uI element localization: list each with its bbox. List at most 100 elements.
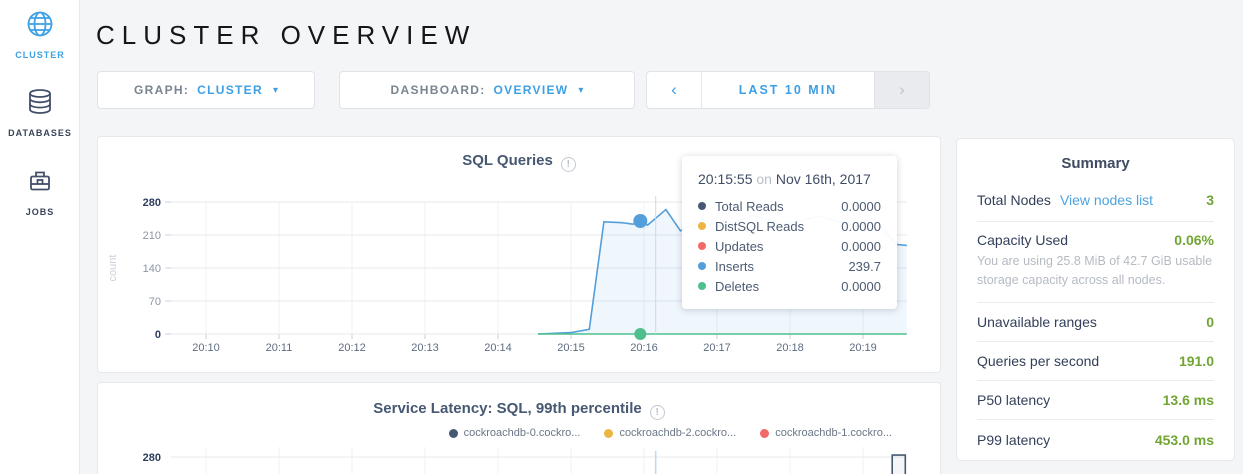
series-value: 0.0000 [841,278,881,294]
svg-text:280: 280 [143,452,161,464]
summary-label: Total Nodes [977,191,1051,208]
series-dot [698,282,706,290]
summary-row-capacity: Capacity Used 0.06% You are using 25.8 M… [977,222,1214,303]
dashboard-dropdown[interactable]: DASHBOARD: OVERVIEW ▾ [339,71,635,109]
tooltip-row: Inserts 239.7 [698,256,881,276]
sidebar-item-jobs[interactable]: JOBS [0,165,80,217]
tooltip-row: Total Reads 0.0000 [698,196,881,216]
chevron-left-icon: ‹ [671,80,677,99]
info-icon[interactable]: ! [560,157,576,172]
svg-text:20:15: 20:15 [557,342,585,354]
sidebar-item-label: JOBS [25,207,55,217]
series-dot [698,262,706,270]
svg-text:20:16: 20:16 [630,342,658,354]
service-latency-chart[interactable]: 280 [98,383,940,474]
summary-row-unavailable-ranges: Unavailable ranges 0 [977,303,1214,342]
svg-text:count: count [107,255,119,282]
summary-row-qps: Queries per second 191.0 [977,342,1214,381]
svg-text:20:13: 20:13 [411,342,439,354]
sidebar: CLUSTER DATABASES JOBS [0,0,80,474]
dashboard-dropdown-label: DASHBOARD: [390,83,486,97]
series-label: DistSQL Reads [715,218,805,234]
summary-value: 0.06% [1174,232,1214,248]
series-dot [698,222,706,230]
time-window-label[interactable]: LAST 10 MIN [738,83,838,97]
summary-label: Unavailable ranges [977,314,1097,330]
series-dot [698,242,706,250]
summary-value: 13.6 ms [1162,392,1214,408]
series-label: Total Reads [715,198,784,214]
chart-title: Service Latency: SQL, 99th percentile [373,400,642,417]
graph-dropdown-label: GRAPH: [134,83,190,97]
tooltip-row: Updates 0.0000 [698,236,881,256]
sidebar-item-label: CLUSTER [15,50,65,60]
tooltip-row: Deletes 0.0000 [698,276,881,296]
svg-text:20:11: 20:11 [266,342,293,354]
chart-hover-tooltip: 20:15:55 on Nov 16th, 2017 Total Reads 0… [682,156,897,309]
series-dot [698,202,706,210]
legend-item[interactable]: cockroachdb-2.cockro... [604,427,736,439]
chevron-down-icon: ▾ [578,84,584,96]
series-value: 0.0000 [841,238,881,254]
graph-dropdown[interactable]: GRAPH: CLUSTER ▾ [97,71,315,109]
svg-text:140: 140 [143,263,161,275]
graph-dropdown-value: CLUSTER [197,83,263,97]
summary-label: Capacity Used [977,232,1069,248]
svg-text:280: 280 [143,197,161,209]
page-title: CLUSTER OVERVIEW [96,20,477,50]
sidebar-item-cluster[interactable]: CLUSTER [0,8,80,60]
svg-text:20:17: 20:17 [703,342,731,354]
chevron-right-icon: › [899,80,905,99]
sidebar-item-databases[interactable]: DATABASES [0,86,80,138]
summary-label: P99 latency [977,431,1051,448]
time-window-prev-button[interactable]: ‹ [647,72,702,108]
svg-text:20:18: 20:18 [776,342,804,354]
tooltip-timestamp: 20:15:55 on Nov 16th, 2017 [698,171,871,187]
summary-value: 0 [1206,314,1214,330]
series-dot [760,428,770,438]
chart-legend: cockroachdb-0.cockro... cockroachdb-2.co… [98,427,940,439]
svg-text:20:19: 20:19 [849,342,877,354]
summary-label: Queries per second [977,353,1100,369]
svg-text:210: 210 [143,230,161,242]
legend-label: cockroachdb-0.cockro... [463,427,581,439]
tooltip-row: DistSQL Reads 0.0000 [698,216,881,236]
summary-row-p50: P50 latency 13.6 ms [977,381,1214,420]
legend-item[interactable]: cockroachdb-0.cockro... [448,427,581,439]
svg-text:20:12: 20:12 [338,342,366,354]
summary-value: 453.0 ms [1154,431,1214,448]
summary-row-p99: P99 latency 453.0 ms [977,420,1214,459]
series-dot [448,428,458,438]
view-nodes-list-link[interactable]: View nodes list [1059,191,1154,208]
service-latency-panel: Service Latency: SQL, 99th percentile! c… [97,382,941,474]
summary-value: 3 [1206,191,1214,208]
svg-text:0: 0 [155,329,161,341]
time-window-next-button[interactable]: › [874,72,929,108]
series-value: 0.0000 [841,198,881,214]
summary-row-total-nodes: Total Nodes View nodes list 3 [977,178,1214,222]
summary-title: Summary [1061,155,1130,172]
svg-text:20:14: 20:14 [484,342,512,354]
summary-panel: Summary Total Nodes View nodes list 3 Ca… [956,138,1235,461]
series-label: Deletes [715,278,760,294]
summary-label: P50 latency [977,392,1051,408]
legend-item[interactable]: cockroachdb-1.cockro... [760,427,892,439]
dashboard-dropdown-value: OVERVIEW [493,83,569,97]
summary-value: 191.0 [1178,353,1214,369]
series-dot [604,428,614,438]
capacity-caption: You are using 25.8 MiB of 42.7 GiB usabl… [977,254,1213,287]
svg-text:70: 70 [149,296,161,308]
chart-title: SQL Queries [462,152,553,169]
series-value: 239.7 [848,258,881,274]
time-window-selector: ‹ LAST 10 MIN › [646,71,930,109]
info-icon[interactable]: ! [649,405,665,420]
series-label: Updates [715,238,764,254]
briefcase-icon [30,171,50,191]
legend-label: cockroachdb-2.cockro... [619,427,737,439]
series-label: Inserts [715,258,755,274]
svg-text:20:10: 20:10 [192,342,220,354]
globe-icon [27,11,53,37]
legend-label: cockroachdb-1.cockro... [775,427,892,439]
chevron-down-icon: ▾ [272,84,278,96]
database-icon [29,89,51,114]
